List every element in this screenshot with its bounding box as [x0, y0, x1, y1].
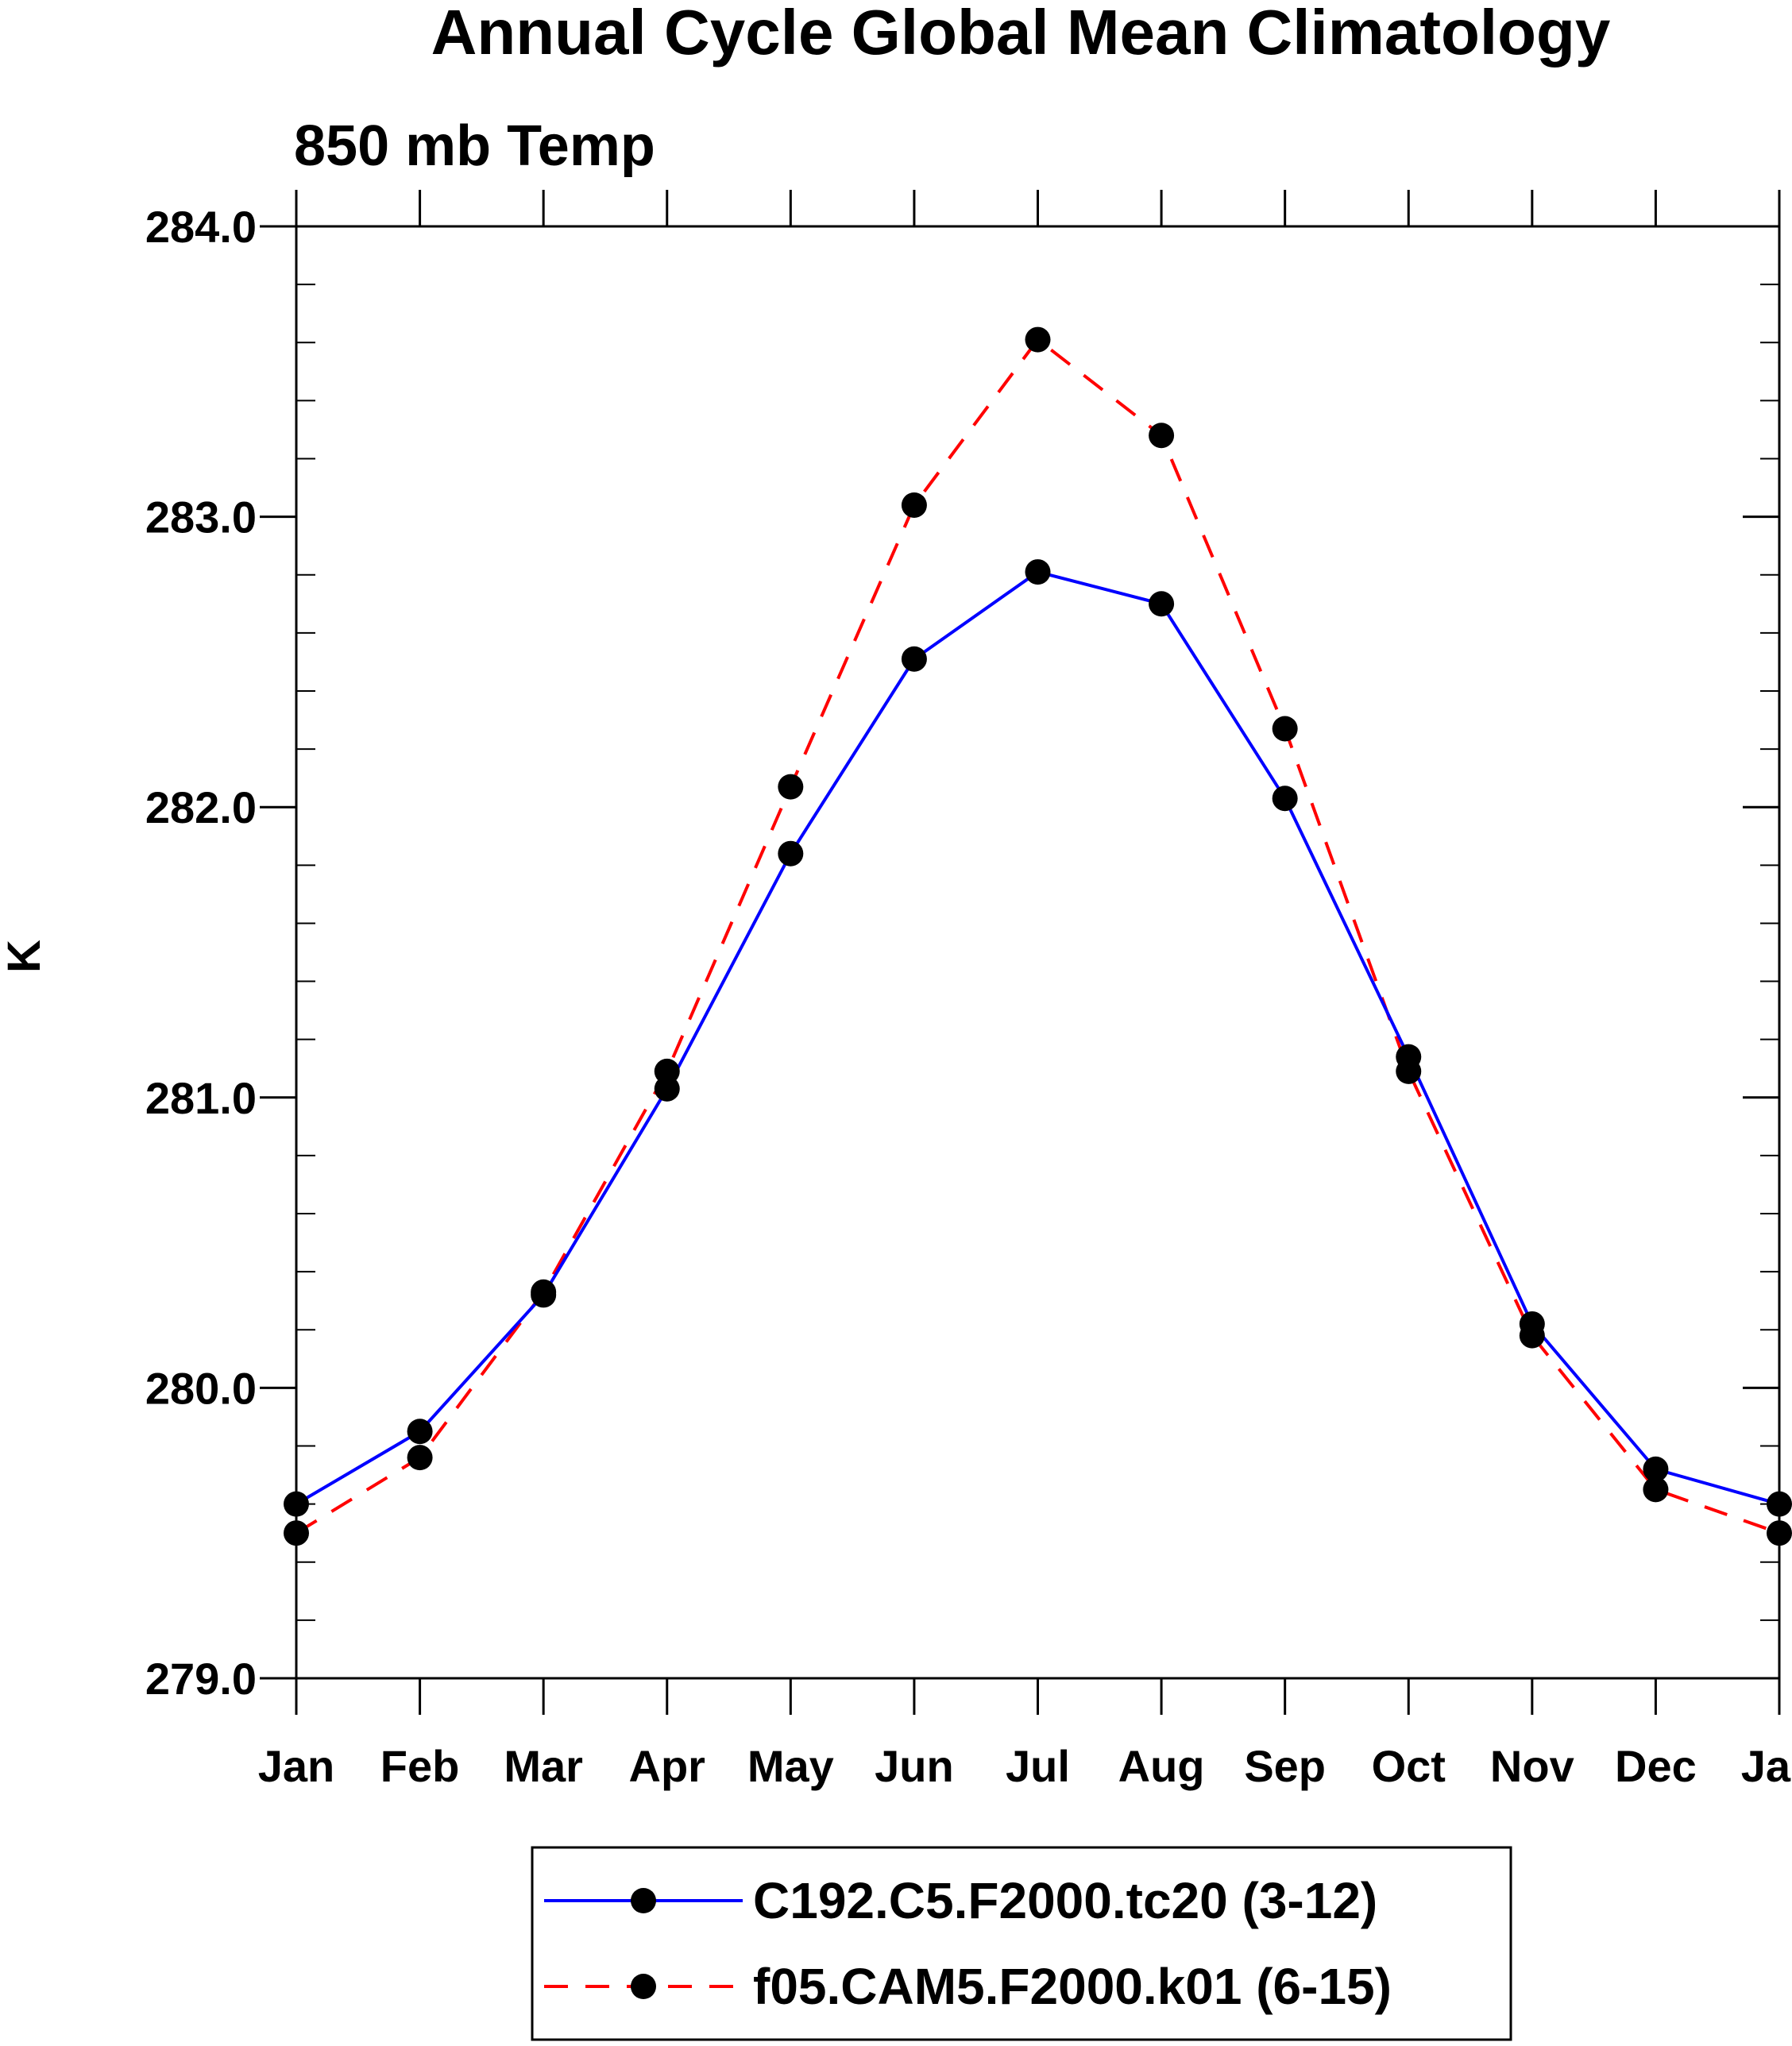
data-point	[654, 1075, 680, 1102]
x-tick-label: Jun	[875, 1741, 954, 1791]
data-point	[1025, 326, 1051, 353]
x-tick-label: Feb	[380, 1741, 460, 1791]
data-point	[1272, 716, 1298, 742]
data-point	[901, 646, 927, 672]
y-tick-label: 283.0	[145, 492, 257, 542]
x-tick-label: Nov	[1490, 1741, 1574, 1791]
series-markers	[284, 326, 1792, 1546]
x-tick-labels: Jan Feb Mar Apr May Jun Jul Aug Sep Oct Nov Dec Jan	[258, 1741, 1792, 1791]
y-tick-label: 284.0	[145, 202, 257, 252]
legend-marker	[631, 1888, 656, 1913]
x-tick-label: Mar	[504, 1741, 583, 1791]
x-tick-label: Oct	[1372, 1741, 1446, 1791]
x-tick-label: Dec	[1615, 1741, 1697, 1791]
x-tick-label: Apr	[629, 1741, 705, 1791]
y-tick-label: 280.0	[145, 1363, 257, 1413]
chart-title: Annual Cycle Global Mean Climatology	[431, 0, 1611, 68]
data-point	[1272, 786, 1298, 812]
data-point	[778, 774, 804, 800]
data-point	[407, 1419, 433, 1445]
legend: C192.C5.F2000.tc20 (3-12) f05.CAM5.F2000.…	[531, 1846, 1512, 2041]
y-tick-label: 281.0	[145, 1073, 257, 1123]
x-tick-label: Aug	[1118, 1741, 1205, 1791]
legend-marker	[631, 1974, 656, 1999]
data-point	[654, 1058, 680, 1084]
legend-box	[531, 1846, 1512, 2041]
axis-ticks	[260, 190, 1781, 1715]
data-point	[1643, 1477, 1669, 1503]
x-tick-label: Jul	[1006, 1741, 1070, 1791]
data-point	[531, 1279, 557, 1305]
series-lines	[295, 337, 1780, 1535]
y-tick-label: 282.0	[145, 782, 257, 832]
x-tick-label: Sep	[1244, 1741, 1326, 1791]
data-point	[901, 492, 927, 518]
x-tick-label: Jan	[258, 1741, 335, 1791]
data-point	[1643, 1456, 1669, 1482]
y-tick-labels: 279.0 280.0 281.0 282.0 283.0 284.0	[145, 202, 257, 1704]
data-point	[407, 1445, 433, 1471]
legend-label: C192.C5.F2000.tc20 (3-12)	[753, 1872, 1377, 1929]
y-tick-label: 279.0	[145, 1654, 257, 1704]
data-point	[1025, 559, 1051, 585]
y-axis-label: K	[0, 940, 50, 973]
series-line	[295, 569, 1780, 1506]
legend-label: f05.CAM5.F2000.k01 (6-15)	[753, 1958, 1392, 2015]
plot-frame	[295, 225, 1781, 1680]
data-point	[1396, 1058, 1422, 1084]
data-point	[1149, 591, 1175, 617]
data-point	[778, 840, 804, 867]
chart-subtitle: 850 mb Temp	[294, 114, 655, 178]
x-tick-label: May	[747, 1741, 834, 1791]
data-point	[1149, 423, 1175, 449]
x-tick-label: Jan	[1741, 1741, 1792, 1791]
data-point	[1519, 1322, 1545, 1349]
